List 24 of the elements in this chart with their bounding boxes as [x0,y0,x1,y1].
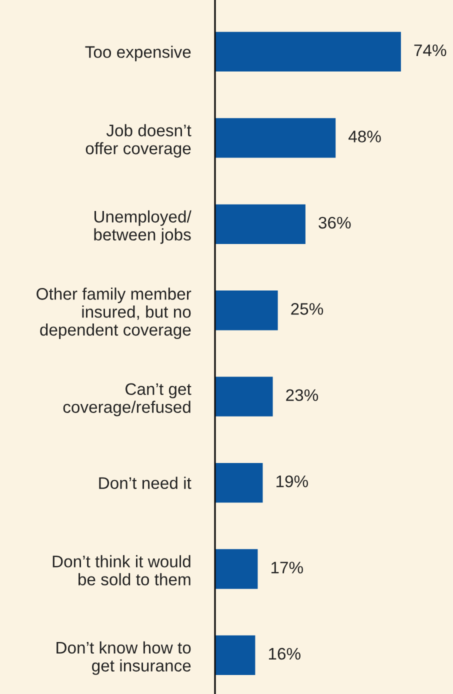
bar [215,204,306,244]
bar [215,118,336,158]
data-label: 23% [286,389,318,402]
bar [215,376,273,416]
y-tick-label: Other family member insured, but no dependent coverage [36,288,192,340]
data-label: 25% [291,303,324,315]
data-label: 16% [268,648,300,660]
y-tick-label: Don’t think it would be sold to them [52,555,190,586]
data-label: 17% [271,562,303,574]
bar [215,549,258,589]
data-label: 36% [318,216,351,229]
y-tick-label: Too expensive [85,46,191,62]
bar [215,32,401,72]
y-tick-label: Don’t know how to get insurance [56,641,191,675]
y-tick-label: Job doesn’t offer coverage [86,124,192,158]
bar [215,462,263,503]
y-tick-label: Unemployed/ between jobs [94,210,192,244]
data-label: 74% [414,44,446,56]
data-label: 48% [348,130,381,142]
data-label: 19% [276,475,308,488]
y-tick-label: Don’t need it [99,476,192,489]
bar [215,290,278,330]
bar [215,635,256,676]
y-tick-label: Can’t get coverage/refused [63,383,192,416]
